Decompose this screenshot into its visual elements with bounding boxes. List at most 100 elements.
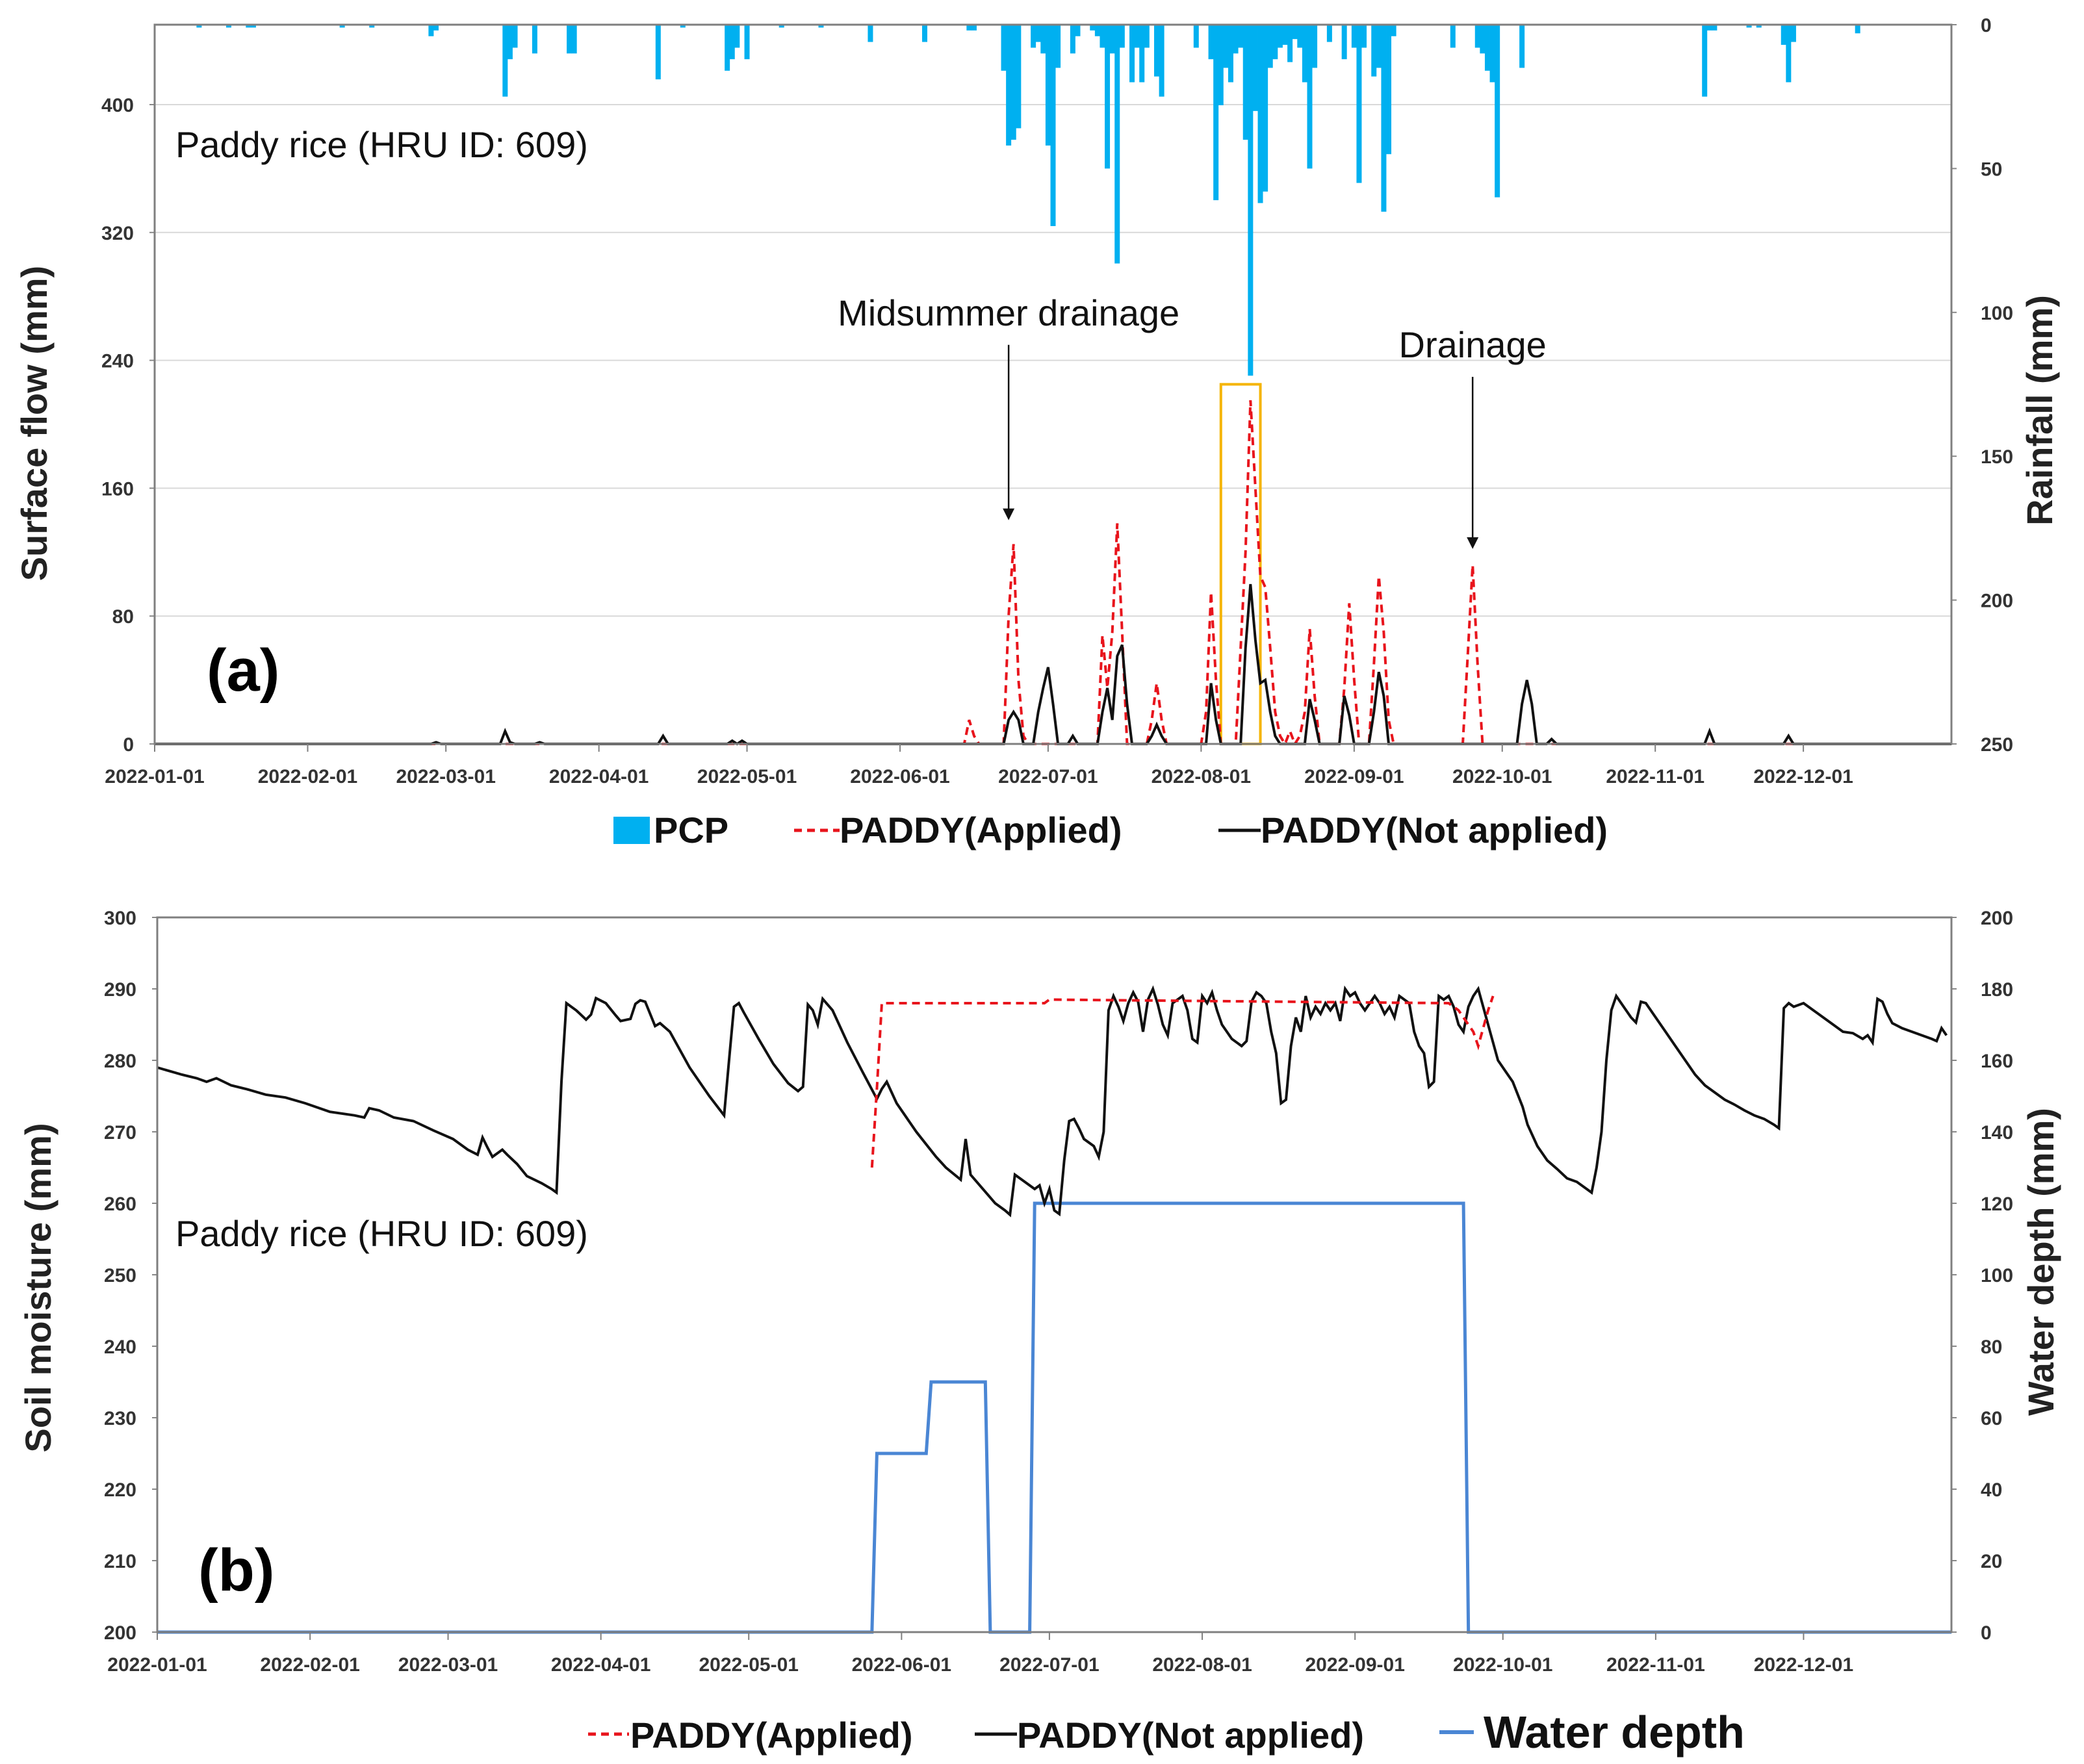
rainfall-bar — [922, 25, 927, 42]
x-tick-label: 2022-07-01 — [998, 766, 1098, 787]
panel-label: (b) — [198, 1537, 274, 1604]
rainfall-bar — [1786, 25, 1792, 83]
y2-tick-label: 50 — [1981, 159, 2002, 180]
rainfall-bar — [1119, 25, 1125, 48]
rainfall-bar — [1006, 25, 1012, 146]
rainfall-bar — [369, 25, 375, 28]
rainfall-bar — [1252, 25, 1258, 111]
y2-tick-label: 0 — [1981, 1622, 1992, 1644]
y2-tick-label: 180 — [1981, 979, 2013, 1001]
y2-tick-label: 250 — [1981, 734, 2013, 756]
legend-swatch-pcp — [613, 817, 650, 844]
rainfall-bar — [1297, 25, 1303, 48]
x-tick-label: 2022-04-01 — [551, 1654, 650, 1676]
rainfall-bar — [567, 25, 572, 54]
x-tick-label: 2022-01-01 — [105, 766, 204, 787]
x-tick-label: 2022-11-01 — [1606, 766, 1705, 787]
rainfall-bar — [250, 25, 256, 28]
rainfall-bar — [1094, 25, 1100, 36]
rainfall-bar — [1480, 25, 1486, 54]
y2-tick-label: 80 — [1981, 1336, 2002, 1358]
rainfall-bar — [1371, 25, 1377, 77]
arrow-annotation-label: Midsummer drainage — [838, 292, 1179, 333]
y-tick-label: 0 — [123, 734, 134, 756]
chart-panel-a: 0 80 160 240 320 400 0 50 100 150 200 250 2022-01-01… — [14, 15, 2060, 850]
plot-frame — [156, 916, 1953, 1633]
rainfall-bar — [1055, 25, 1061, 68]
rainfall-bar — [1031, 25, 1036, 48]
x-tick-label: 2022-01-01 — [107, 1654, 207, 1676]
rainfall-bar — [966, 25, 972, 31]
rainfall-bar — [1756, 25, 1762, 28]
rainfall-bar — [1376, 25, 1382, 68]
rainfall-bar — [339, 25, 345, 28]
arrow-annotation-label: Drainage — [1399, 324, 1547, 365]
x-tick-label: 2022-03-01 — [398, 1654, 498, 1676]
rainfall-bar — [1238, 25, 1244, 48]
rainfall-bar — [1109, 25, 1115, 54]
x-tick-label: 2022-02-01 — [258, 766, 357, 787]
y2-tick-label: 200 — [1981, 591, 2013, 612]
y2-tick-label: 200 — [1981, 908, 2013, 929]
y2-tick-label: 40 — [1981, 1479, 2002, 1501]
rainfall-bar — [571, 25, 577, 54]
rainfall-bar — [1208, 25, 1214, 60]
rainfall-bar — [1105, 25, 1111, 169]
rainfall-bar — [1139, 25, 1145, 83]
rainfall-bar — [725, 25, 730, 71]
plot-frame — [153, 23, 1953, 745]
x-tick-label: 2022-04-01 — [549, 766, 649, 787]
rainfall-bar — [1277, 25, 1283, 48]
rainfall-bar — [1292, 25, 1298, 40]
x-tick-label: 2022-11-01 — [1606, 1654, 1705, 1676]
legend-label: PADDY(Applied) — [630, 1715, 913, 1756]
rainfall-bar — [971, 25, 977, 31]
rainfall-bar — [1263, 25, 1268, 192]
rainfall-bar — [1070, 25, 1075, 54]
y-tick-label: 240 — [101, 351, 134, 372]
rainfall-bar — [1312, 25, 1318, 68]
legend-label: PCP — [654, 810, 728, 850]
rainfall-bar — [1356, 25, 1362, 183]
x-tick-label: 2022-12-01 — [1753, 766, 1853, 787]
x-tick-label: 2022-02-01 — [260, 1654, 359, 1676]
legend-label: PADDY(Applied) — [840, 810, 1122, 850]
rainfall-bar — [246, 25, 251, 28]
rainfall-bar — [1474, 25, 1480, 48]
y-tick-label: 400 — [101, 95, 134, 116]
highlight-box — [1219, 383, 1262, 745]
rainfall-bar — [1341, 25, 1347, 60]
x-tick-label: 2022-06-01 — [852, 1654, 951, 1676]
rainfall-bar — [1159, 25, 1164, 97]
rainfall-bar — [1001, 25, 1007, 71]
y2-tick-label: 120 — [1981, 1194, 2013, 1215]
series-line-paddy-not-applied — [157, 985, 1948, 1218]
rainfall-bar — [1267, 25, 1273, 68]
rainfall-bar — [729, 25, 735, 60]
arrow-head — [1467, 537, 1479, 549]
y2-tick-label: 20 — [1981, 1551, 2002, 1572]
rainfall-bar — [680, 25, 686, 28]
series-line-paddy-not-applied — [155, 583, 1951, 746]
rainfall-bar — [502, 25, 508, 97]
rainfall-bar — [1075, 25, 1081, 36]
x-tick-label: 2022-10-01 — [1452, 766, 1552, 787]
arrow-head — [1003, 508, 1015, 520]
rainfall-bar — [734, 25, 740, 48]
x-tick-label: 2022-08-01 — [1151, 766, 1251, 787]
y-tick-label: 160 — [101, 478, 134, 500]
rainfall-bar — [1218, 25, 1224, 105]
y2-tick-label: 150 — [1981, 446, 2013, 468]
rainfall-bar — [1010, 25, 1016, 140]
rainfall-bar — [1450, 25, 1456, 48]
rainfall-bar — [512, 25, 518, 48]
rainfall-bar — [1129, 25, 1135, 83]
rainfall-bar — [532, 25, 537, 54]
rainfall-bar — [778, 25, 784, 28]
rainfall-bar — [1489, 25, 1495, 83]
rainfall-bar — [1242, 25, 1248, 140]
y-tick-label: 320 — [101, 223, 134, 244]
x-tick-label: 2022-03-01 — [396, 766, 495, 787]
rainfall-bar — [428, 25, 434, 36]
